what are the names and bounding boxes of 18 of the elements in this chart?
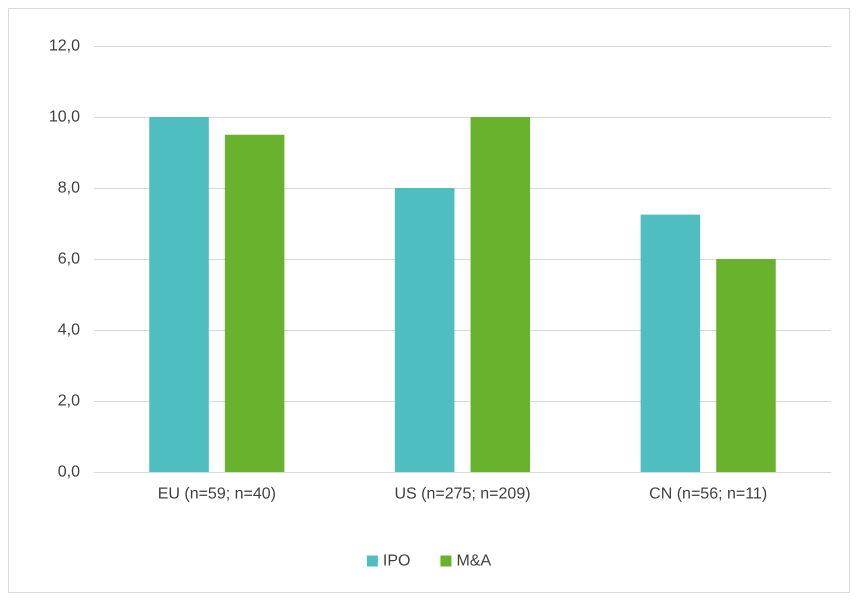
- y-tick-label: 8,0: [58, 180, 80, 196]
- bar: [394, 188, 454, 472]
- x-tick-label: US (n=275; n=209): [394, 486, 531, 502]
- y-tick-label: 12,0: [48, 38, 80, 54]
- y-tick-label: 10,0: [48, 108, 80, 126]
- bar: [224, 134, 284, 472]
- bar: [149, 117, 209, 472]
- x-tick-label: CN (n=56; n=11): [649, 486, 768, 502]
- x-tick-label: EU (n=59; n=40): [158, 486, 276, 502]
- bar: [716, 259, 776, 472]
- bar: [640, 214, 700, 472]
- legend-label: M&A: [456, 552, 492, 570]
- y-tick-label: 6,0: [58, 250, 80, 268]
- bar: [470, 117, 530, 472]
- y-tick-label: 0,0: [58, 464, 80, 480]
- legend-label: IPO: [382, 552, 410, 570]
- y-tick-label: 2,0: [58, 392, 80, 410]
- y-tick-label: 4,0: [58, 322, 80, 338]
